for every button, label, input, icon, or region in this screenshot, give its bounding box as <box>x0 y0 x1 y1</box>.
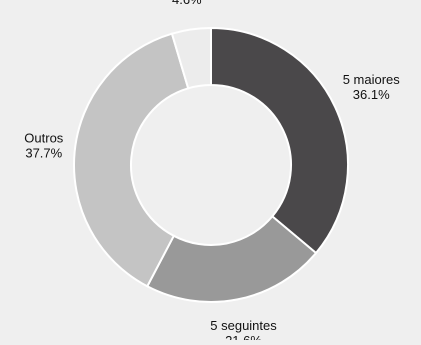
slice-outros <box>73 32 190 288</box>
slice-label-outros: Outros <box>24 131 64 146</box>
slice-value-5-maiores: 36.1% <box>353 87 390 102</box>
slice-5-seguintes <box>145 214 318 303</box>
slice-value-5-seguintes: 21.6% <box>225 333 262 340</box>
slice-value-caixa: 4.6% <box>172 0 202 7</box>
slice-value-outros: 37.7% <box>25 146 62 161</box>
slice-caixa <box>170 26 212 90</box>
slice-5-maiores <box>210 26 349 255</box>
slice-label-5-seguintes: 5 seguintes <box>210 318 277 333</box>
slices-layer <box>73 26 349 303</box>
slice-label-5-maiores: 5 maiores <box>343 72 401 87</box>
